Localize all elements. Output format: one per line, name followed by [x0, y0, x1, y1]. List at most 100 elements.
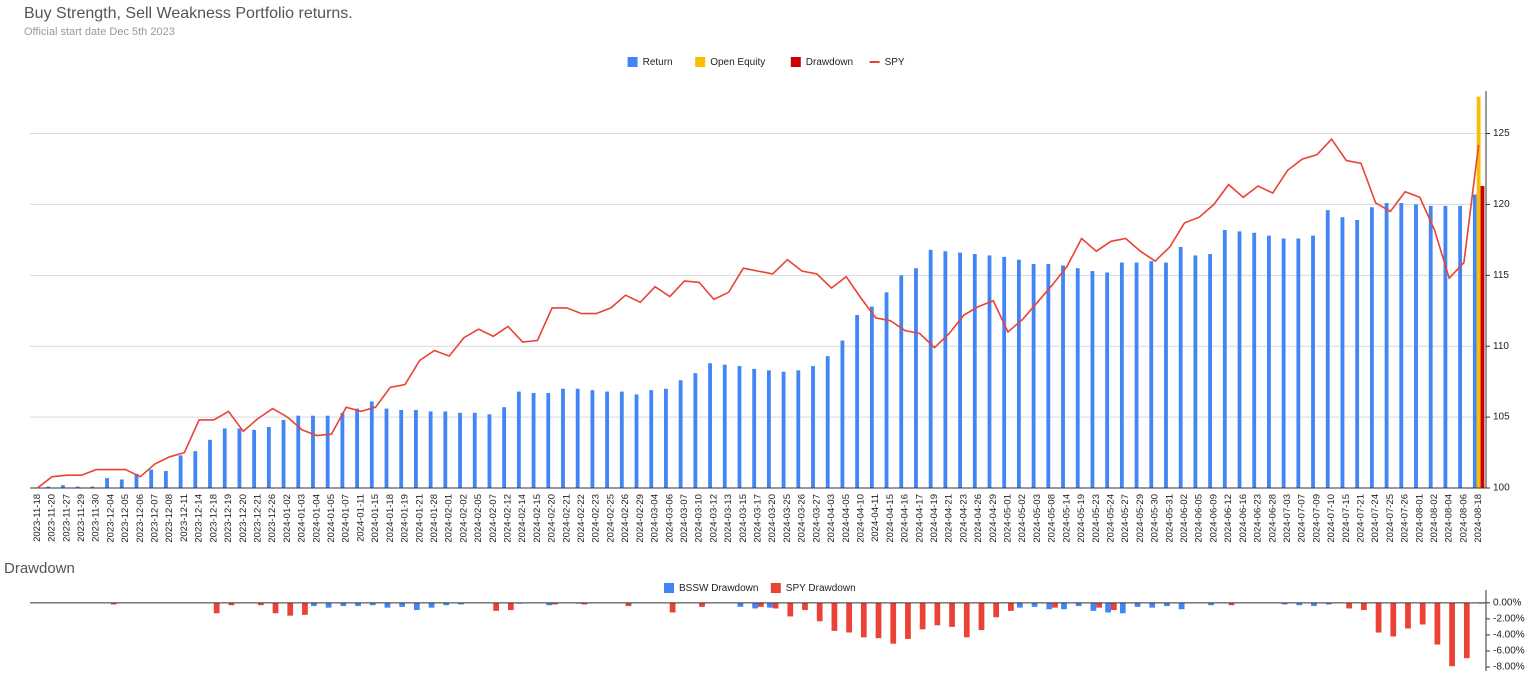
legend-swatch [664, 583, 674, 593]
x-tick-label: 2023-12-07 [150, 494, 161, 543]
x-tick-label: 2024-01-19 [400, 494, 411, 543]
x-tick-label: 2024-05-14 [1061, 494, 1072, 543]
x-tick-label: 2023-12-04 [105, 494, 116, 543]
chart-title: Drawdown [4, 560, 75, 577]
bar [1008, 602, 1014, 611]
bar [1311, 602, 1317, 607]
x-tick-label: 2024-03-12 [708, 494, 719, 543]
x-tick-label: 2024-07-10 [1326, 494, 1337, 543]
bar [493, 602, 500, 611]
bar [1090, 271, 1095, 488]
bar [443, 602, 450, 606]
x-tick-label: 2023-12-11 [179, 494, 190, 542]
bar [340, 602, 347, 607]
bar [1443, 205, 1448, 488]
x-tick-label: 2024-05-08 [1047, 494, 1058, 543]
x-tick-label: 2024-04-16 [900, 494, 911, 543]
bar [311, 415, 315, 488]
bar [193, 451, 198, 488]
bar [266, 427, 271, 488]
x-tick-label: 2024-02-07 [488, 494, 499, 543]
bar [699, 602, 705, 607]
bar [619, 391, 624, 488]
y-tick-label: -4.00% [1493, 630, 1525, 641]
x-tick-label: 2024-06-09 [1208, 494, 1219, 543]
x-tick-label: 2023-11-18 [32, 494, 43, 542]
bar [840, 340, 845, 488]
bar [1405, 602, 1411, 629]
x-tick-label: 2024-06-23 [1253, 494, 1264, 543]
y-tick-label: 120 [1493, 199, 1510, 210]
x-tick-label: 2024-06-02 [1179, 494, 1190, 543]
x-tick-label: 2024-03-04 [650, 494, 661, 543]
bar [311, 602, 317, 607]
bar [1075, 602, 1082, 607]
x-tick-label: 2024-01-04 [311, 494, 322, 543]
bar [1360, 602, 1367, 611]
bar [625, 602, 632, 607]
bar [1134, 262, 1139, 488]
bar [1414, 204, 1418, 488]
bar [943, 251, 948, 488]
bar [816, 602, 823, 622]
x-tick-label: 2023-11-27 [61, 494, 72, 542]
bar [1428, 205, 1433, 488]
bar [252, 429, 257, 488]
x-tick-label: 2023-11-29 [76, 494, 87, 542]
x-tick-label: 2024-04-19 [929, 494, 940, 543]
bar [46, 486, 51, 488]
bar [546, 602, 553, 606]
x-tick-label: 2024-01-15 [370, 494, 381, 543]
x-tick-label: 2023-12-05 [120, 494, 131, 543]
bar [1267, 235, 1271, 488]
legend-label: Drawdown [806, 57, 853, 68]
bar [1016, 602, 1023, 608]
bar [737, 602, 744, 607]
x-tick-label: 2024-01-18 [385, 494, 396, 543]
x-tick-label: 2024-04-17 [914, 494, 925, 543]
bar [1449, 602, 1455, 667]
x-tick-label: 2024-05-30 [1150, 494, 1161, 543]
x-tick-label: 2024-02-21 [561, 494, 572, 543]
x-tick-label: 2024-02-02 [458, 494, 469, 543]
x-tick-label: 2023-12-08 [164, 494, 175, 543]
bar [178, 455, 183, 488]
bar [428, 602, 435, 608]
bar [1052, 602, 1058, 608]
bar [972, 254, 977, 488]
x-tick-label: 2024-03-17 [753, 494, 764, 543]
x-tick-label: 2024-05-29 [1135, 494, 1146, 543]
bar [325, 415, 330, 488]
bar [208, 439, 212, 488]
bar [369, 602, 376, 606]
bar [516, 391, 521, 488]
x-tick-label: 2024-08-06 [1458, 494, 1469, 543]
x-tick-label: 2024-06-12 [1223, 494, 1234, 543]
bar [1384, 203, 1389, 488]
bar [963, 602, 970, 638]
bar [693, 373, 698, 488]
bar [1252, 232, 1257, 488]
x-tick-label: 2024-07-26 [1400, 494, 1411, 543]
bar [1149, 602, 1156, 608]
x-tick-label: 2024-02-26 [620, 494, 631, 543]
legend-swatch [790, 57, 801, 67]
bar [119, 479, 124, 488]
bar [669, 602, 676, 613]
x-tick-label: 2023-12-26 [267, 494, 278, 543]
legend-swatch [770, 583, 781, 593]
bar [502, 407, 507, 488]
bar [958, 252, 962, 488]
x-tick-label: 2024-06-05 [1194, 494, 1205, 543]
y-tick-label: -2.00% [1493, 614, 1525, 625]
bar [737, 366, 742, 488]
bar [796, 370, 801, 488]
x-tick-label: 2024-03-07 [679, 494, 690, 543]
bar [443, 411, 448, 488]
bar [1208, 254, 1213, 488]
bar [884, 292, 889, 488]
bar [384, 602, 391, 608]
x-tick-label: 2024-03-26 [797, 494, 808, 543]
bar [934, 602, 941, 626]
bar [507, 602, 514, 611]
